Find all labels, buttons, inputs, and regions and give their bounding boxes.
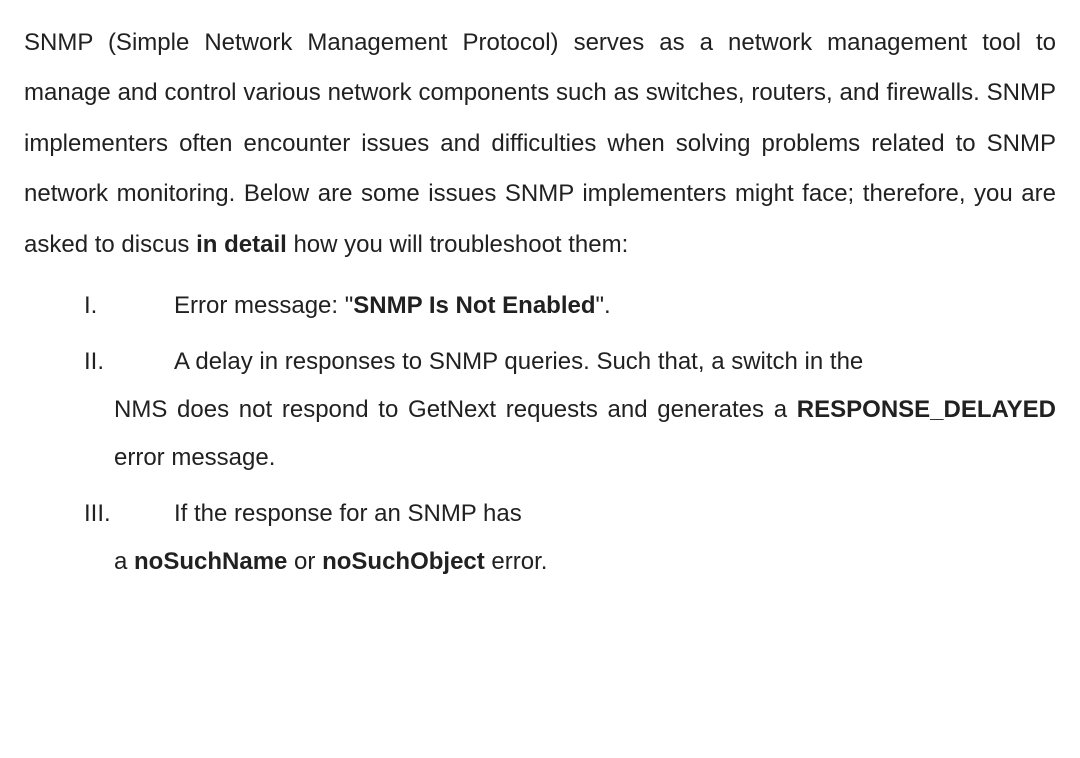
list-marker: I.: [84, 282, 97, 330]
item-line1: A delay in responses to SNMP queries. Su…: [174, 348, 863, 375]
list-item: II. A delay in responses to SNMP queries…: [84, 338, 1056, 482]
intro-text-2: how you will troubleshoot them:: [287, 231, 629, 258]
cont-bold: RESPONSE_DELAYED: [797, 396, 1056, 423]
cont-bold1: noSuchName: [134, 548, 287, 575]
list-marker: II.: [84, 338, 104, 386]
item-bold: SNMP Is Not Enabled: [353, 292, 595, 319]
intro-bold: in detail: [196, 231, 287, 258]
item-line1: If the response for an SNMP has: [174, 500, 522, 527]
list-item: III. If the response for an SNMP has a n…: [84, 490, 1056, 586]
intro-paragraph: SNMP (Simple Network Management Protocol…: [24, 18, 1056, 270]
item-continuation: NMS does not respond to GetNext requests…: [114, 386, 1056, 482]
cont-bold2: noSuchObject: [322, 548, 485, 575]
cont-mid: or: [287, 548, 322, 575]
list-body: Error message: "SNMP Is Not Enabled".: [174, 292, 611, 319]
ordered-list: I. Error message: "SNMP Is Not Enabled".…: [24, 282, 1056, 586]
list-body: If the response for an SNMP has a noSuch…: [174, 500, 1056, 586]
cont-before: NMS does not respond to GetNext requests…: [114, 396, 797, 423]
cont-after: error.: [485, 548, 548, 575]
item-continuation: a noSuchName or noSuchObject error.: [114, 538, 1056, 586]
item-text-after: ".: [596, 292, 611, 319]
intro-text-1: SNMP (Simple Network Management Protocol…: [24, 29, 1056, 258]
item-text-before: Error message: ": [174, 292, 353, 319]
list-body: A delay in responses to SNMP queries. Su…: [174, 348, 1056, 482]
cont-after: error message.: [114, 444, 275, 471]
list-marker: III.: [84, 490, 111, 538]
list-item: I. Error message: "SNMP Is Not Enabled".: [84, 282, 1056, 330]
cont-before: a: [114, 548, 134, 575]
